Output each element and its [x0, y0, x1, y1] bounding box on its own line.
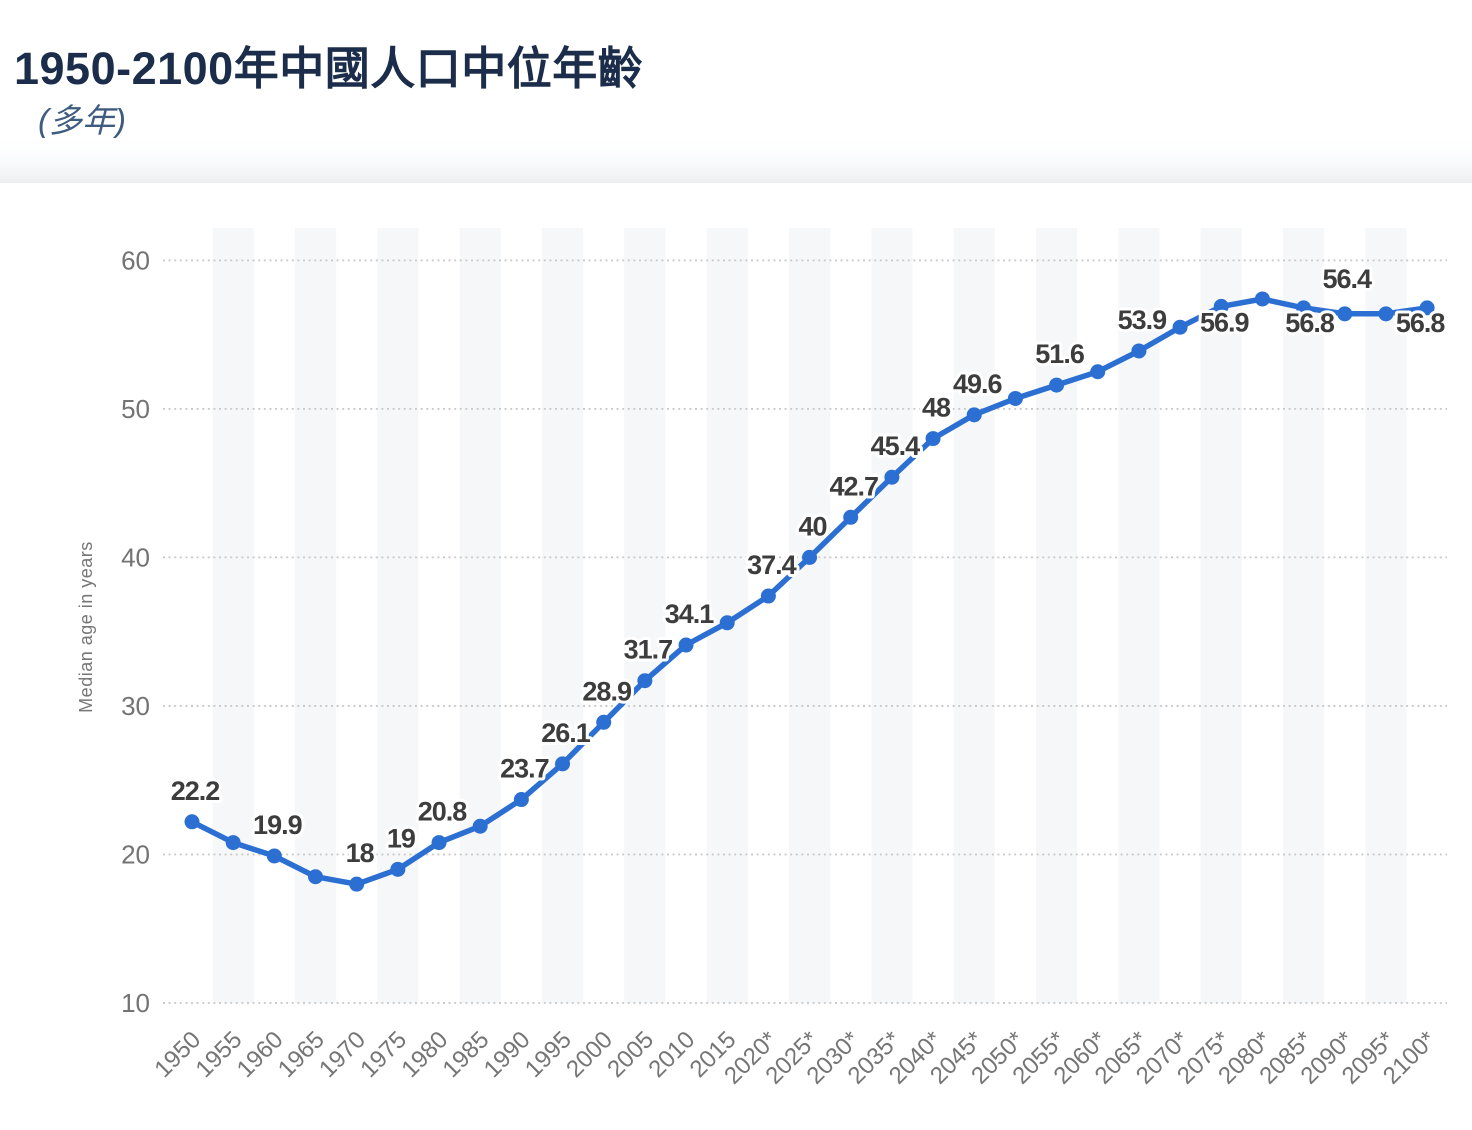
x-tick-label: 1950	[149, 1026, 206, 1083]
x-tick-label: 1965	[273, 1026, 330, 1083]
data-point-marker-2090[interactable]	[1337, 306, 1353, 322]
x-tick-label: 2010	[643, 1026, 700, 1083]
data-point-marker-1990[interactable]	[513, 792, 529, 808]
data-label: 56.4	[1322, 264, 1372, 294]
x-tick-label: 1995	[520, 1026, 577, 1083]
data-point-marker-1955[interactable]	[225, 835, 241, 851]
data-point-marker-2080[interactable]	[1254, 291, 1270, 307]
data-point-marker-1965[interactable]	[308, 869, 324, 885]
data-label: 31.7	[624, 635, 673, 665]
data-point-marker-1970[interactable]	[349, 876, 365, 892]
data-point-marker-2040[interactable]	[925, 431, 941, 447]
category-band	[377, 228, 419, 1003]
data-label: 37.4	[747, 550, 797, 580]
data-point-marker-2005[interactable]	[637, 673, 653, 689]
y-axis-title: Median age in years	[76, 541, 96, 713]
x-tick-label: 1990	[479, 1026, 536, 1083]
data-label: 22.2	[171, 776, 220, 806]
category-band	[1283, 228, 1325, 1003]
data-label: 23.7	[500, 754, 549, 784]
data-point-marker-2055[interactable]	[1049, 377, 1065, 393]
card-top-shadow	[0, 138, 1472, 183]
chart-card: 10 20 30 40 50 60 Median age in years 1950 1955 1…	[7, 183, 1465, 1130]
y-tick-label: 40	[121, 542, 150, 572]
data-point-marker-2025[interactable]	[802, 549, 818, 565]
data-point-marker-2075[interactable]	[1213, 298, 1229, 314]
data-label: 56.8	[1285, 308, 1335, 338]
y-tick-label: 30	[121, 691, 150, 721]
data-label: 56.8	[1396, 308, 1446, 338]
data-point-marker-2000[interactable]	[596, 714, 612, 730]
category-band	[294, 228, 337, 1003]
data-point-marker-2050[interactable]	[1007, 390, 1023, 406]
data-point-marker-1975[interactable]	[390, 861, 406, 877]
category-band	[624, 228, 666, 1003]
data-label: 53.9	[1118, 305, 1168, 335]
data-label: 26.1	[541, 718, 591, 748]
data-label: 18	[346, 838, 375, 868]
x-tick-label: 1980	[396, 1026, 453, 1083]
y-tick-label: 60	[121, 245, 150, 275]
category-band	[1365, 228, 1407, 1003]
category-band	[459, 228, 501, 1003]
data-label: 48	[922, 393, 951, 423]
data-point-marker-2060[interactable]	[1090, 364, 1106, 380]
data-point-marker-2030[interactable]	[843, 509, 859, 525]
data-point-marker-2095[interactable]	[1378, 306, 1394, 322]
data-label: 19	[387, 823, 416, 853]
x-tick-label: 1970	[314, 1026, 371, 1083]
page-title: 1950-2100年中國人口中位年齡	[14, 43, 644, 95]
y-tick-label: 20	[121, 839, 150, 869]
data-label: 40	[799, 511, 827, 541]
data-point-marker-2015[interactable]	[719, 615, 735, 631]
data-point-marker-2010[interactable]	[678, 637, 694, 653]
data-point-marker-2020[interactable]	[760, 588, 776, 604]
y-tick-label: 50	[121, 394, 150, 424]
data-point-marker-2100[interactable]	[1419, 300, 1435, 316]
data-point-marker-1980[interactable]	[431, 835, 447, 851]
data-point-marker-1995[interactable]	[555, 756, 571, 772]
data-label: 20.8	[418, 797, 468, 827]
data-label: 56.9	[1200, 307, 1250, 337]
category-band	[541, 228, 584, 1003]
data-label: 51.6	[1035, 339, 1085, 369]
page-subtitle: (多年)	[38, 102, 126, 139]
data-point-marker-1985[interactable]	[472, 818, 488, 834]
x-tick-label: 1985	[438, 1026, 495, 1083]
data-label: 42.7	[829, 471, 878, 501]
data-label: 19.9	[253, 810, 303, 840]
category-band	[1200, 228, 1242, 1003]
x-tick-label: 1975	[355, 1026, 412, 1083]
data-point-marker-1960[interactable]	[266, 848, 282, 864]
data-point-marker-1950[interactable]	[184, 814, 200, 830]
y-tick-label: 10	[121, 988, 150, 1018]
data-point-marker-2065[interactable]	[1131, 343, 1147, 359]
data-point-marker-2035[interactable]	[884, 469, 900, 485]
x-tick-label: 1955	[191, 1026, 248, 1083]
data-point-marker-2085[interactable]	[1296, 300, 1312, 316]
data-point-marker-2045[interactable]	[966, 407, 982, 423]
x-tick-label: 2000	[561, 1026, 618, 1083]
data-point-marker-2070[interactable]	[1172, 319, 1188, 335]
data-label: 28.9	[582, 676, 632, 706]
data-label: 49.6	[953, 369, 1003, 399]
x-tick-label: 2005	[602, 1026, 659, 1083]
category-band	[953, 228, 995, 1003]
category-band	[212, 228, 254, 1003]
x-tick-label: 1960	[232, 1026, 289, 1083]
category-band	[1035, 228, 1078, 1003]
category-band	[871, 228, 913, 1003]
data-label: 34.1	[665, 599, 715, 629]
data-label: 45.4	[871, 431, 921, 461]
category-band	[788, 228, 831, 1003]
